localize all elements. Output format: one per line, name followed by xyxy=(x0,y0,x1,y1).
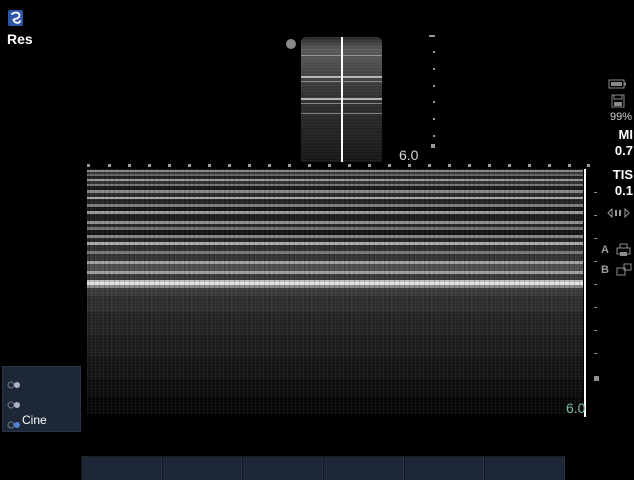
m-mode-cursor-line[interactable] xyxy=(341,37,343,162)
save-icon[interactable] xyxy=(608,94,628,108)
m-mode-time-scale xyxy=(87,163,592,169)
marker-a[interactable]: A xyxy=(601,243,634,257)
control-row-1[interactable] xyxy=(3,370,82,390)
marker-b-label: B xyxy=(601,264,609,276)
marker-a-label: A xyxy=(601,244,609,256)
knob-indicator-icon xyxy=(7,396,21,409)
m-mode-depth-scale xyxy=(594,169,604,389)
cine-label: Cine xyxy=(22,413,47,427)
control-panel: Cine xyxy=(2,366,81,432)
print-icon xyxy=(615,243,633,257)
status-panel: 99% MI 0.7 TIS 0.1 A B xyxy=(601,72,634,292)
audio-control-icon[interactable] xyxy=(607,205,630,219)
battery-percent: 99% xyxy=(609,111,632,123)
multi-window-icon xyxy=(615,263,633,277)
battery-icon xyxy=(608,76,628,89)
marker-b[interactable]: B xyxy=(601,263,634,277)
softkey-1[interactable] xyxy=(81,457,162,480)
m-mode-speckle xyxy=(87,169,583,414)
mi-label: MI xyxy=(618,127,633,142)
softkey-5[interactable] xyxy=(403,457,485,480)
m-mode-trace xyxy=(87,169,583,414)
softkey-6[interactable] xyxy=(484,457,566,480)
mi-value: 0.7 xyxy=(614,143,633,158)
b-mode-depth-label: 6.0 xyxy=(399,147,419,163)
swirl-logo-icon xyxy=(8,10,23,26)
tis-label: TIS xyxy=(612,167,633,182)
m-mode-depth-label: 6.0 xyxy=(566,400,586,416)
knob-indicator-icon xyxy=(7,416,21,429)
softkey-bar xyxy=(81,456,566,480)
imaging-mode-label: Res xyxy=(7,31,33,47)
knob-indicator-icon xyxy=(7,376,21,389)
softkey-3[interactable] xyxy=(242,457,324,480)
control-row-2[interactable] xyxy=(3,390,82,410)
softkey-2[interactable] xyxy=(161,457,243,480)
cine-control[interactable]: Cine xyxy=(3,410,82,430)
reference-dot-icon xyxy=(286,39,296,49)
tis-value: 0.1 xyxy=(614,183,633,198)
sweep-position-marker xyxy=(584,169,586,417)
b-mode-depth-scale xyxy=(421,34,435,149)
softkey-4[interactable] xyxy=(323,457,404,480)
